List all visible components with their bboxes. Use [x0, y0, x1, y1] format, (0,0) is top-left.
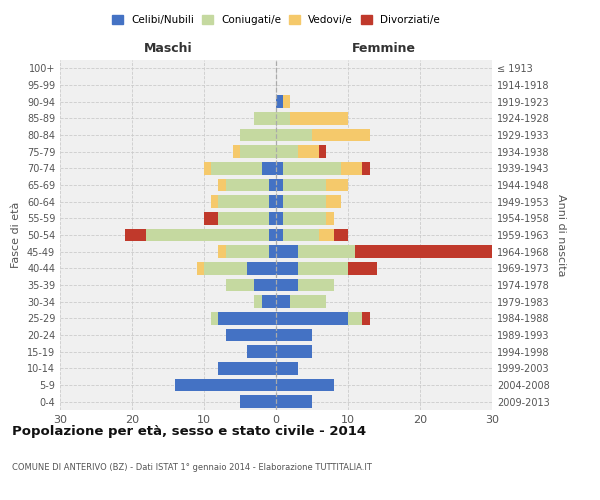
Bar [348, 262, 377, 274]
Bar [233, 146, 240, 158]
Bar [226, 329, 276, 341]
Bar [355, 246, 492, 258]
Text: Popolazione per età, sesso e stato civile - 2014: Popolazione per età, sesso e stato civil… [12, 425, 366, 438]
Bar [146, 229, 269, 241]
Bar [276, 296, 290, 308]
Bar [298, 279, 334, 291]
Bar [269, 246, 276, 258]
Bar [218, 246, 226, 258]
Bar [276, 196, 283, 208]
Bar [283, 179, 326, 192]
Bar [197, 262, 204, 274]
Bar [226, 246, 269, 258]
Bar [276, 129, 312, 141]
Bar [298, 146, 319, 158]
Bar [283, 212, 326, 224]
Bar [276, 346, 312, 358]
Bar [341, 162, 362, 174]
Bar [298, 246, 355, 258]
Bar [283, 229, 319, 241]
Bar [276, 212, 283, 224]
Bar [254, 112, 276, 124]
Bar [276, 312, 348, 324]
Bar [254, 279, 276, 291]
Y-axis label: Fasce di età: Fasce di età [11, 202, 21, 268]
Bar [283, 162, 341, 174]
Bar [334, 229, 348, 241]
Bar [240, 129, 276, 141]
Bar [204, 262, 247, 274]
Bar [326, 196, 341, 208]
Bar [226, 279, 254, 291]
Bar [283, 96, 290, 108]
Bar [240, 396, 276, 408]
Bar [240, 146, 276, 158]
Bar [276, 262, 298, 274]
Bar [269, 212, 276, 224]
Bar [218, 312, 276, 324]
Bar [319, 146, 326, 158]
Bar [204, 212, 218, 224]
Text: Maschi: Maschi [143, 42, 193, 55]
Bar [326, 179, 348, 192]
Text: COMUNE DI ANTERIVO (BZ) - Dati ISTAT 1° gennaio 2014 - Elaborazione TUTTITALIA.I: COMUNE DI ANTERIVO (BZ) - Dati ISTAT 1° … [12, 463, 372, 472]
Bar [276, 379, 334, 391]
Bar [204, 162, 211, 174]
Bar [348, 312, 362, 324]
Bar [211, 162, 262, 174]
Bar [262, 296, 276, 308]
Bar [276, 279, 298, 291]
Bar [290, 296, 326, 308]
Bar [326, 212, 334, 224]
Bar [362, 162, 370, 174]
Bar [247, 262, 276, 274]
Bar [175, 379, 276, 391]
Bar [276, 396, 312, 408]
Bar [276, 246, 298, 258]
Bar [362, 312, 370, 324]
Bar [218, 362, 276, 374]
Bar [276, 179, 283, 192]
Bar [218, 196, 269, 208]
Text: Femmine: Femmine [352, 42, 416, 55]
Bar [276, 96, 283, 108]
Bar [276, 146, 298, 158]
Bar [298, 262, 348, 274]
Bar [276, 112, 290, 124]
Bar [269, 196, 276, 208]
Bar [269, 179, 276, 192]
Bar [276, 229, 283, 241]
Bar [283, 196, 326, 208]
Bar [211, 312, 218, 324]
Bar [269, 229, 276, 241]
Bar [211, 196, 218, 208]
Bar [218, 179, 226, 192]
Bar [290, 112, 348, 124]
Bar [276, 162, 283, 174]
Legend: Celibi/Nubili, Coniugati/e, Vedovi/e, Divorziati/e: Celibi/Nubili, Coniugati/e, Vedovi/e, Di… [108, 11, 444, 30]
Bar [262, 162, 276, 174]
Bar [319, 229, 334, 241]
Y-axis label: Anni di nascita: Anni di nascita [556, 194, 566, 276]
Bar [276, 362, 298, 374]
Bar [254, 296, 262, 308]
Bar [218, 212, 269, 224]
Bar [312, 129, 370, 141]
Bar [247, 346, 276, 358]
Bar [226, 179, 269, 192]
Bar [276, 329, 312, 341]
Bar [125, 229, 146, 241]
